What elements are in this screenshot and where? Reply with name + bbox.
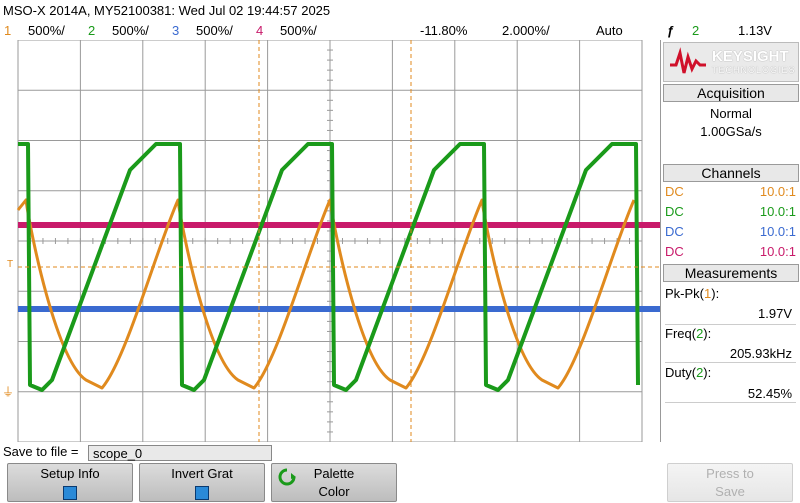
- rotate-knob-icon: [278, 468, 296, 486]
- ch2-number[interactable]: 2: [88, 23, 96, 38]
- palette-color-button[interactable]: Palette Color: [271, 463, 397, 502]
- ch2-coupling: DC: [665, 204, 684, 219]
- trigger-source[interactable]: 2: [692, 23, 700, 38]
- ch1-scale[interactable]: 500%/: [28, 23, 65, 38]
- ch1-coupling: DC: [665, 184, 684, 199]
- keysight-wave-icon: [670, 47, 706, 74]
- channel-scale-bar: 1 500%/ 2 500%/ 3 500%/ 4 500%/ -11.80% …: [0, 22, 800, 40]
- invert-grat-button[interactable]: Invert Grat: [139, 463, 265, 502]
- meas-1-value: 1.97V: [758, 306, 792, 321]
- ch4-number[interactable]: 4: [256, 23, 264, 38]
- ch1-trace: [16, 198, 636, 390]
- ch1-waveform: [16, 198, 636, 390]
- ch2-waveform: [18, 142, 640, 392]
- acquisition-header: Acquisition: [663, 84, 799, 102]
- trigger-level[interactable]: 1.13V: [738, 23, 772, 38]
- setup-info-button[interactable]: Setup Info: [7, 463, 133, 502]
- ch2-scale[interactable]: 500%/: [112, 23, 149, 38]
- save-label: Save to file =: [3, 444, 79, 459]
- setup-info-checkbox[interactable]: [63, 486, 77, 500]
- acquisition-mode: Normal: [710, 106, 752, 121]
- meas-1-label: Pk-Pk(1):: [665, 286, 720, 301]
- meas-2-label: Freq(2):: [665, 326, 712, 341]
- ch4-scale[interactable]: 500%/: [280, 23, 317, 38]
- ground-marker-icon[interactable]: ⏚: [2, 385, 15, 399]
- palette-label: Palette: [313, 466, 355, 481]
- graticule[interactable]: [0, 39, 660, 443]
- measurements-header: Measurements: [663, 264, 799, 282]
- invert-grat-checkbox[interactable]: [195, 486, 209, 500]
- ch3-probe: 10.0:1: [759, 224, 796, 239]
- logo-sub: TECHNOLOGIES: [712, 65, 796, 75]
- window-title: MSO-X 2014A, MY52100381: Wed Jul 02 19:4…: [3, 3, 331, 18]
- trigger-edge-icon: ƒ: [667, 23, 675, 38]
- delay-readout[interactable]: -11.80%: [420, 23, 468, 38]
- timebase-readout[interactable]: 2.000%/: [502, 23, 550, 38]
- meas-2-value: 205.93kHz: [729, 346, 792, 361]
- invert-grat-label: Invert Grat: [171, 466, 233, 481]
- graticule-grid: [17, 39, 643, 443]
- ch4-probe: 10.0:1: [759, 244, 796, 259]
- ch3-waveform: [18, 306, 660, 312]
- ch4-coupling: DC: [665, 244, 684, 259]
- trigger-mode[interactable]: Auto: [596, 23, 623, 38]
- ch4-trace: [18, 222, 660, 228]
- palette-value: Color: [318, 484, 350, 499]
- ch2-trace: [18, 142, 640, 392]
- ch4-waveform: [18, 222, 660, 228]
- setup-info-label: Setup Info: [40, 466, 100, 481]
- meas-divider: [665, 324, 796, 325]
- meas-divider: [665, 362, 796, 363]
- meas-divider: [665, 402, 796, 403]
- press-save-label: Save: [715, 484, 745, 499]
- waveform-display[interactable]: T ⏚: [0, 39, 660, 443]
- meas-3-value: 52.45%: [747, 386, 792, 401]
- acquisition-rate: 1.00GSa/s: [700, 124, 762, 139]
- press-to-save-button[interactable]: Press to Save: [667, 463, 793, 502]
- ch3-number[interactable]: 3: [172, 23, 180, 38]
- logo-brand: KEYSIGHT: [712, 48, 789, 65]
- ch3-trace: [18, 306, 660, 312]
- trigger-level-marker[interactable]: T: [7, 259, 14, 270]
- press-to-label: Press to: [706, 466, 754, 481]
- channels-header: Channels: [663, 164, 799, 182]
- cursor-markers: [18, 40, 660, 442]
- meas-3-label: Duty(2):: [665, 365, 712, 380]
- ch1-probe: 10.0:1: [759, 184, 796, 199]
- save-filename-field[interactable]: scope_0: [88, 445, 272, 461]
- keysight-logo: KEYSIGHT TECHNOLOGIES: [663, 42, 799, 82]
- ch3-coupling: DC: [665, 224, 684, 239]
- ch2-probe: 10.0:1: [759, 204, 796, 219]
- ch1-number[interactable]: 1: [4, 23, 12, 38]
- ch3-scale[interactable]: 500%/: [196, 23, 233, 38]
- side-panel: KEYSIGHT TECHNOLOGIES Acquisition Normal…: [660, 40, 800, 442]
